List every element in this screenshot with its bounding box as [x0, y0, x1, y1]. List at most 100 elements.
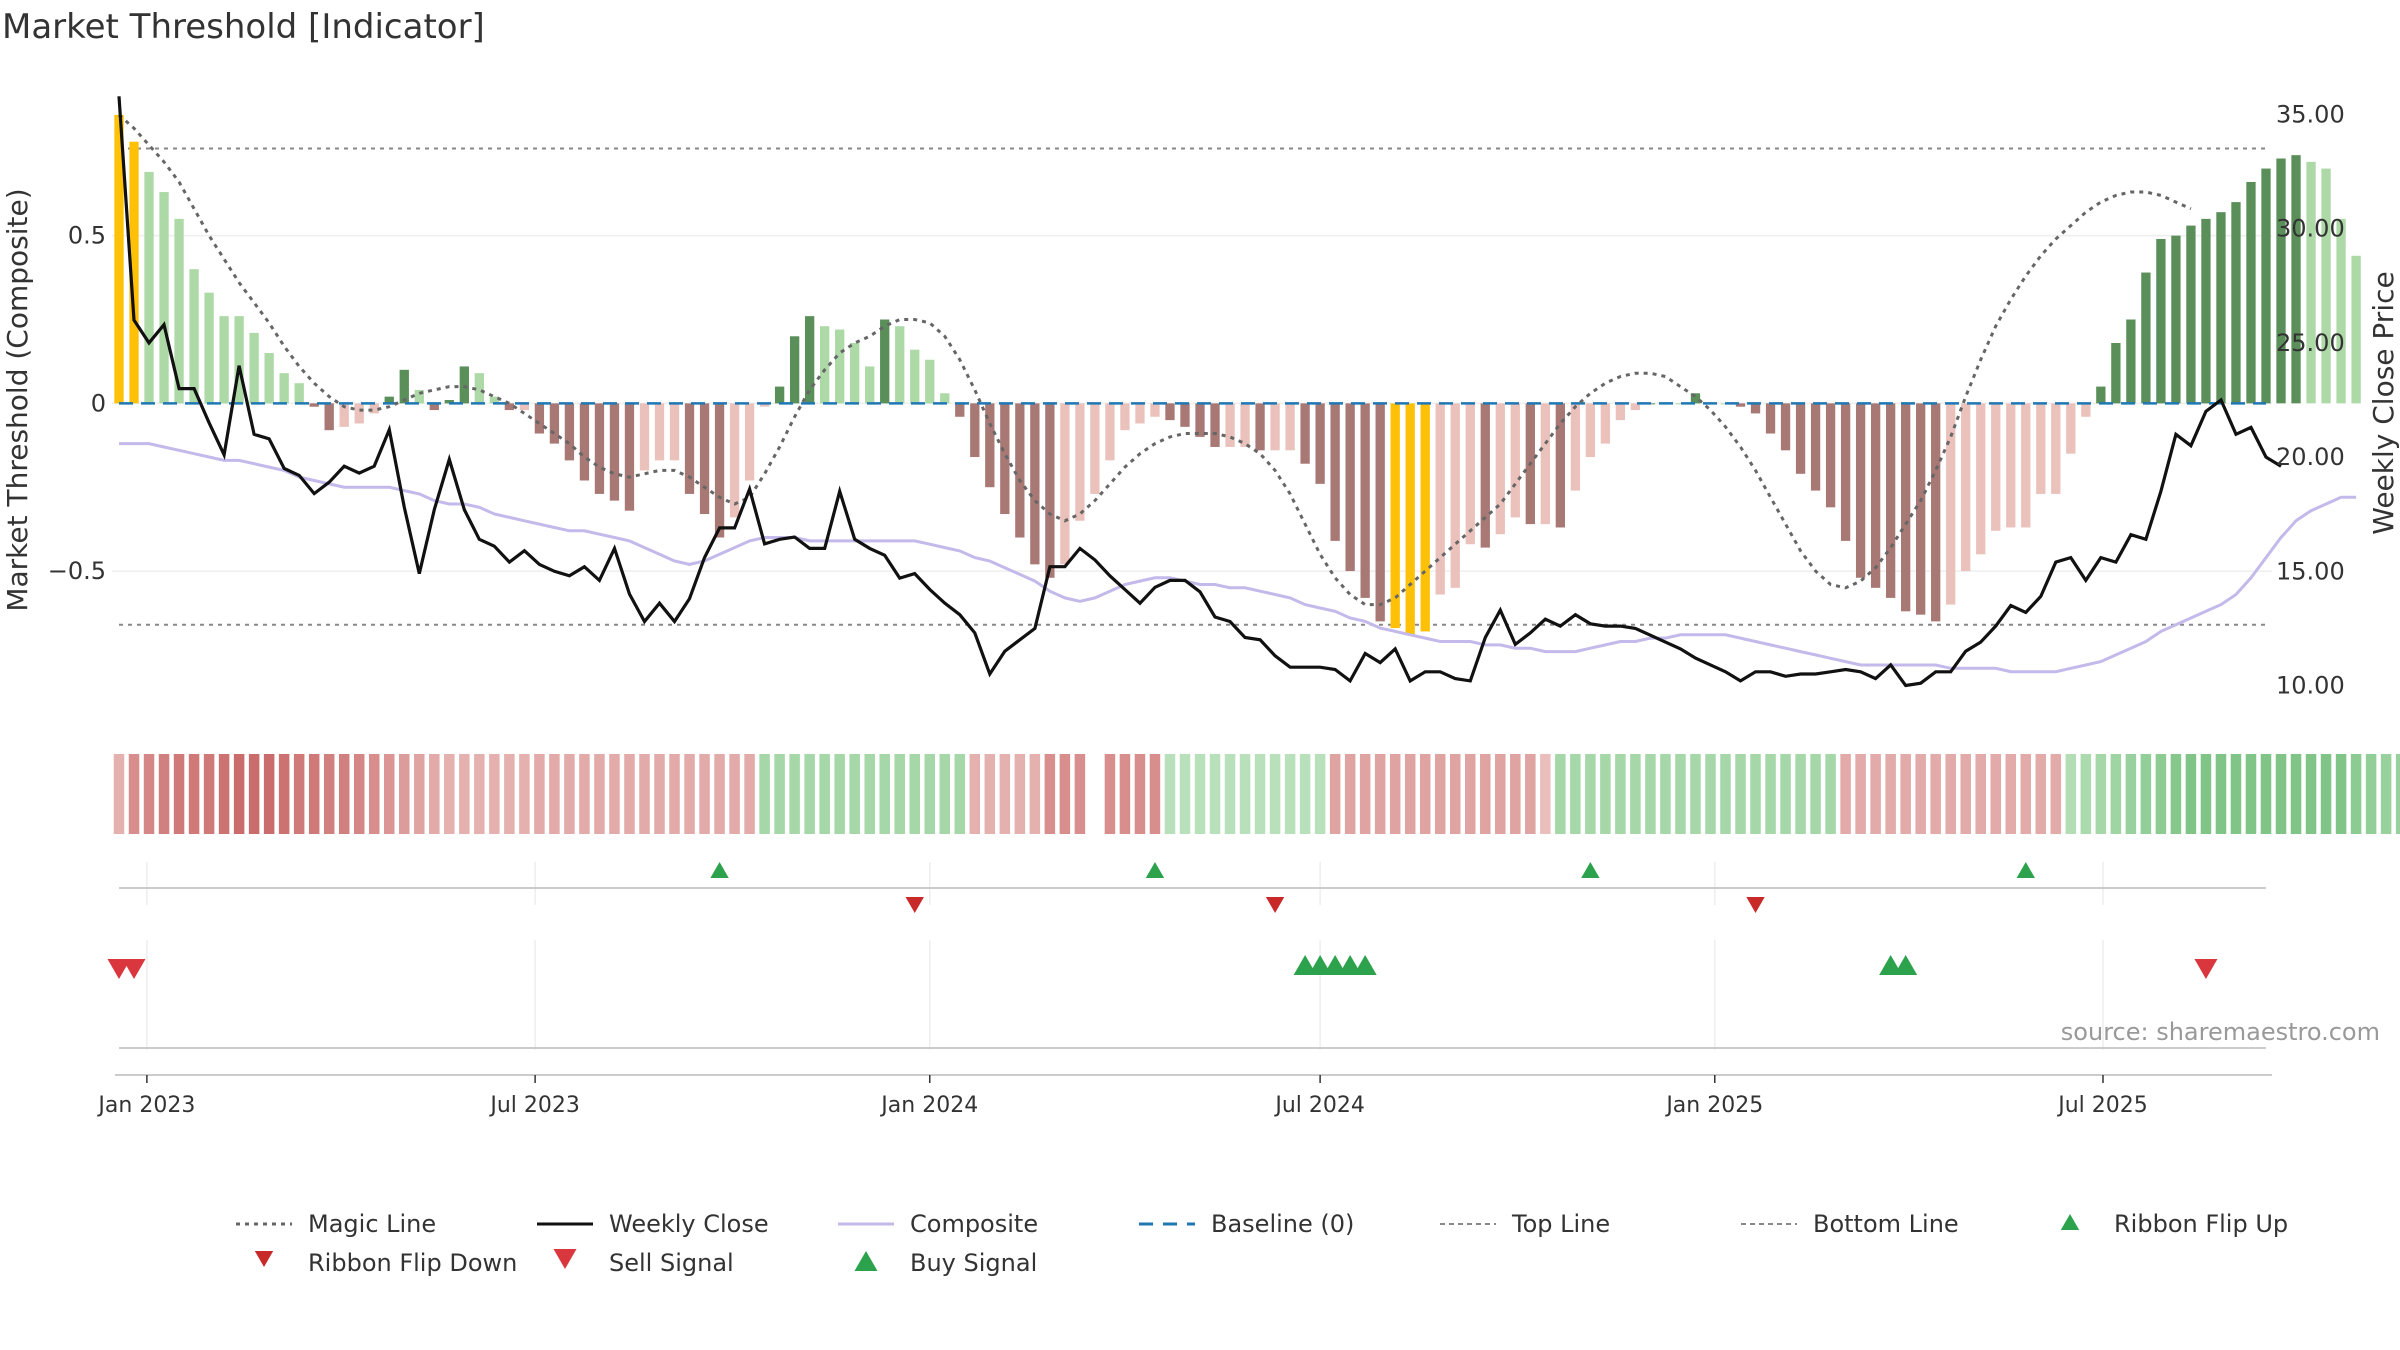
composite-bar — [1555, 403, 1565, 528]
composite-bar — [2081, 403, 2091, 417]
composite-bar — [1540, 403, 1550, 525]
legend: Magic Line Weekly Close Composite Baseline … — [236, 1210, 2288, 1277]
composite-bar — [1480, 403, 1490, 548]
composite-bar — [504, 403, 515, 411]
composite-bar — [189, 269, 199, 404]
ribbon-cell — [2200, 754, 2212, 834]
ribbon-cell — [639, 754, 650, 834]
ribbon-cell — [2050, 754, 2062, 834]
buy-signal-marker — [1879, 955, 1903, 975]
composite-bar — [1060, 403, 1070, 565]
signal-panels — [107, 862, 2266, 1049]
composite-bar — [654, 403, 665, 461]
composite-bar — [2231, 202, 2241, 404]
composite-bar — [564, 403, 575, 461]
composite-bar — [144, 171, 154, 404]
composite-bar — [2201, 218, 2211, 404]
ribbon-cell — [1555, 754, 1566, 834]
ribbon-cell — [1750, 754, 1761, 834]
composite-bar — [1885, 403, 1896, 598]
composite-bar — [970, 403, 980, 458]
composite-bar — [579, 403, 590, 481]
sell-signal-marker — [107, 959, 131, 979]
composite-bar — [324, 403, 334, 431]
legend-label-top: Top Line — [1511, 1210, 1610, 1238]
x-tick-label: Jan 2025 — [1664, 1093, 1763, 1118]
composite-bar — [2141, 272, 2151, 404]
composite-bar — [1675, 403, 1686, 405]
ribbon-cell — [924, 754, 936, 834]
ribbon-cell — [819, 754, 830, 834]
ribbon-cell — [684, 754, 695, 834]
composite-bar — [2336, 218, 2346, 404]
composite-bar — [774, 386, 785, 404]
composite-bar — [1405, 403, 1415, 635]
ribbon-cell — [2245, 754, 2257, 834]
ribbon-cell — [2335, 754, 2347, 834]
composite-bar — [804, 316, 815, 404]
ribbon-cell — [1540, 754, 1551, 834]
ribbon-cell — [534, 754, 545, 834]
ribbon-cell — [233, 754, 245, 834]
composite-bar — [489, 396, 500, 404]
ribbon-cell — [1059, 754, 1071, 834]
ribbon-cell — [1915, 754, 1926, 834]
composite-bar — [1450, 403, 1460, 588]
composite-bar — [1510, 403, 1520, 518]
ribbon-cell — [1990, 754, 2002, 834]
y-tick-left: −0.5 — [48, 557, 106, 585]
composite-bar — [2291, 155, 2301, 404]
ribbon-cell — [203, 754, 215, 834]
composite-bar — [369, 403, 379, 414]
composite-bar — [1570, 403, 1581, 491]
y-axis-label-right: Weekly Close Price — [2367, 271, 2400, 534]
y-tick-right: 10.00 — [2276, 671, 2345, 699]
ribbon-cell — [1855, 754, 1866, 834]
ribbon-cell — [353, 754, 365, 834]
ribbon-cell — [954, 754, 966, 834]
ribbon-cell — [1615, 754, 1626, 834]
legend-label-magic: Magic Line — [308, 1210, 436, 1238]
composite-bar — [1390, 403, 1400, 629]
ribbon-cell — [2260, 754, 2272, 834]
sell-signal-marker — [2194, 959, 2218, 979]
composite-bar — [1255, 403, 1265, 451]
ribbon-cell — [654, 754, 665, 834]
composite-bar — [1495, 403, 1505, 535]
ribbon-cell — [1720, 754, 1731, 834]
composite-bar — [114, 114, 124, 404]
composite-bar — [1690, 393, 1701, 404]
composite-bar — [759, 403, 770, 407]
buy-signal-marker — [1338, 955, 1362, 975]
composite-bar — [910, 349, 920, 404]
ribbon-cell — [2350, 754, 2362, 834]
composite-bar — [1991, 403, 2001, 531]
ribbon-cell — [474, 754, 485, 834]
ribbon-cell — [429, 754, 440, 834]
ribbon-cell — [2185, 754, 2197, 834]
composite-bar — [1901, 403, 1911, 612]
ribbon-cell — [1585, 754, 1596, 834]
composite-bar — [2351, 255, 2361, 404]
ribbon-cell — [489, 754, 500, 834]
ribbon-cell — [459, 754, 470, 834]
ribbon-cell — [969, 754, 981, 834]
composite-bar — [1015, 403, 1025, 538]
composite-bar — [1315, 403, 1325, 484]
ribbon-cell — [999, 754, 1011, 834]
ribbon-flip-up-marker — [710, 862, 729, 878]
ribbon-cell — [2380, 754, 2392, 834]
ribbon-cell — [1374, 754, 1386, 834]
ribbon-cell — [789, 754, 800, 834]
ribbon-cell — [864, 754, 875, 834]
ribbon-cell — [1780, 754, 1791, 834]
composite-bar — [1075, 403, 1085, 521]
composite-bar — [1585, 403, 1596, 458]
ribbon-cell — [2005, 754, 2017, 834]
legend-label-flipdown: Ribbon Flip Down — [308, 1249, 517, 1277]
ribbon-cell — [1224, 754, 1236, 834]
ribbon-cell — [1900, 754, 1911, 834]
ribbon-cell — [624, 754, 635, 834]
composite-bar — [414, 389, 424, 404]
x-tick-label: Jul 2024 — [1273, 1093, 1365, 1118]
